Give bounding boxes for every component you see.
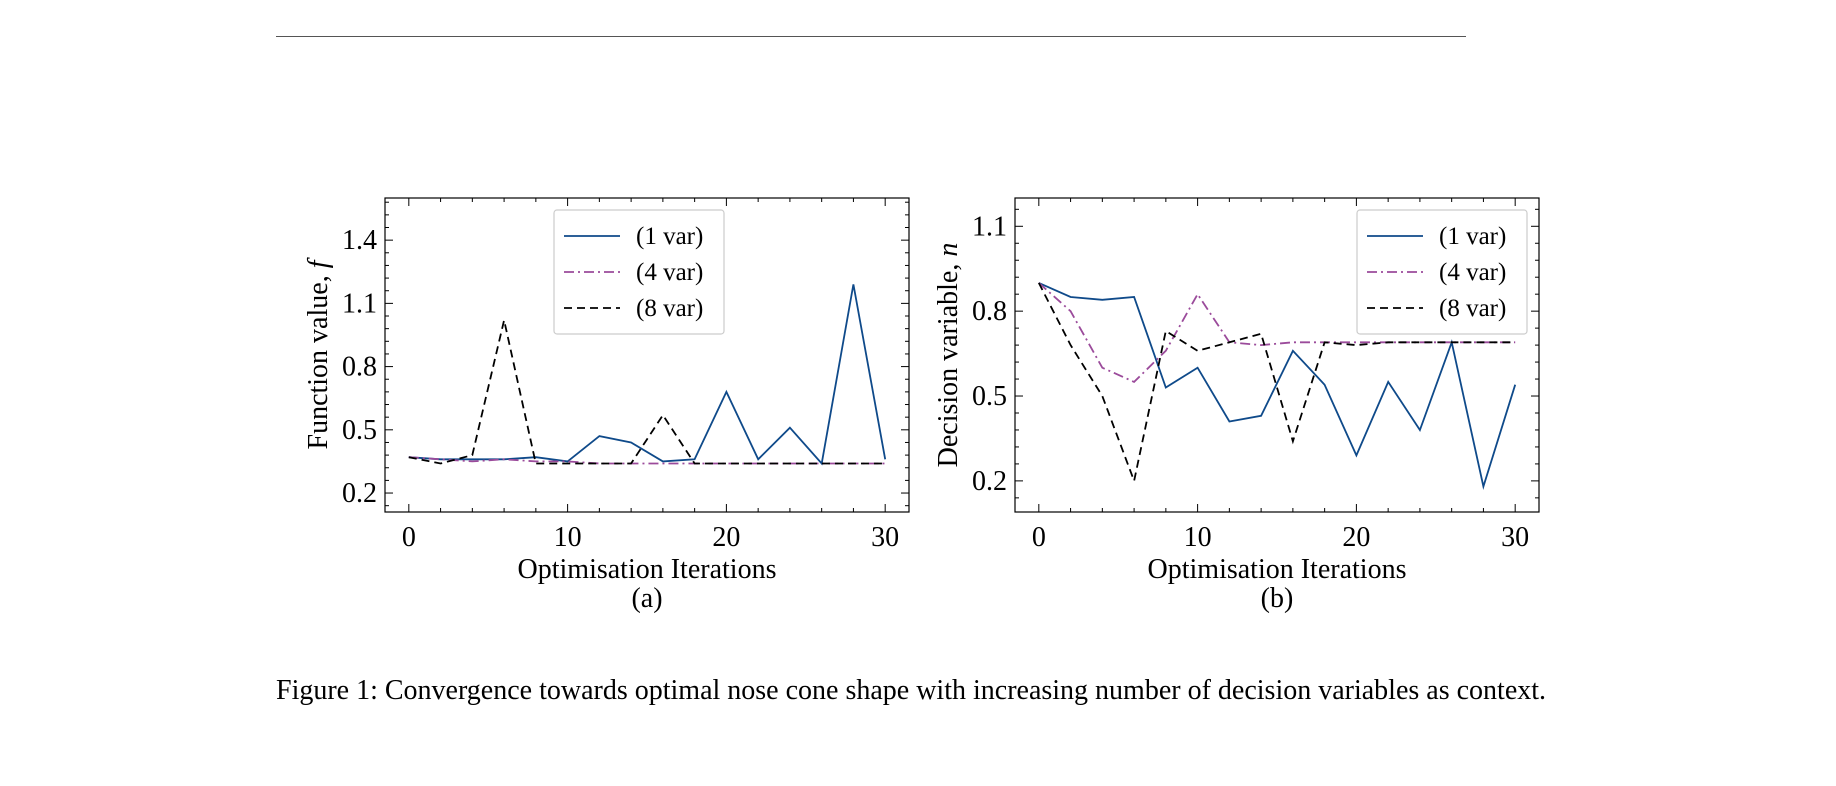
- legend-label: (4 var): [1439, 259, 1506, 286]
- x-tick-label: 10: [1184, 522, 1212, 553]
- y-tick-label: 1.1: [972, 211, 1007, 242]
- y-axis-label: Decision variable, n: [933, 243, 964, 468]
- y-tick-label: 0.5: [972, 381, 1007, 412]
- legend-label: (1 var): [1439, 223, 1506, 250]
- legend: (1 var) (4 var) (8 var): [1356, 209, 1528, 335]
- x-tick-label: 0: [1032, 522, 1046, 553]
- legend-label: (1 var): [636, 223, 703, 250]
- y-tick-label: 0.8: [972, 296, 1007, 327]
- series-line-four-var: [408, 456, 886, 465]
- y-tick-label: 0.8: [342, 352, 377, 383]
- legend-label: (8 var): [1439, 295, 1506, 322]
- series-line-four-var: [1038, 282, 1516, 383]
- legend-box: [553, 209, 725, 335]
- series-line-eight-var: [1037, 282, 1516, 485]
- y-tick-label: 0.2: [342, 478, 377, 509]
- x-tick-label: 10: [554, 522, 582, 553]
- y-axis-label: Function value, f: [303, 257, 334, 449]
- x-tick-label: 30: [1501, 522, 1529, 553]
- legend: (1 var) (4 var) (8 var): [553, 209, 725, 335]
- x-tick-label: 20: [712, 522, 740, 553]
- y-axis-label-text: Decision variable,: [933, 257, 964, 468]
- x-axis-label: Optimisation Iterations: [1148, 554, 1407, 585]
- y-tick-label: 0.5: [342, 415, 377, 446]
- x-axis-label: Optimisation Iterations: [518, 554, 777, 585]
- y-axis-label-symbol: f: [303, 257, 334, 268]
- y-axis-label-text: Function value,: [303, 268, 334, 449]
- x-tick-label: 20: [1342, 522, 1370, 553]
- y-tick-label: 1.4: [342, 225, 377, 256]
- legend-box: [1356, 209, 1528, 335]
- chart-panel-b: 0 10 20 30 0.2 0.5 0.8 1.1 Optimisation Iteratio…: [933, 197, 1540, 614]
- y-tick-label: 1.1: [342, 288, 377, 319]
- x-tick-label: 0: [402, 522, 416, 553]
- y-tick-label: 0.2: [972, 466, 1007, 497]
- series-line-one-var: [408, 284, 887, 466]
- header-rule: [276, 36, 1466, 37]
- chart-panel-a: 0 10 20 30 0.2 0.5 0.8 1.1 1.4 Optimisation Itera…: [303, 197, 910, 614]
- series-line-eight-var: [408, 319, 886, 465]
- legend-label: (4 var): [636, 259, 703, 286]
- plot-frame: [1014, 197, 1540, 513]
- panel-label: (a): [631, 583, 662, 614]
- y-axis-label-symbol: n: [933, 243, 964, 257]
- series-line-one-var: [1038, 282, 1517, 491]
- x-tick-label: 30: [871, 522, 899, 553]
- legend-label: (8 var): [636, 295, 703, 322]
- plot-frame: [384, 197, 910, 513]
- panel-label: (b): [1261, 583, 1294, 614]
- figure-caption: Figure 1: Convergence towards optimal no…: [276, 675, 1547, 706]
